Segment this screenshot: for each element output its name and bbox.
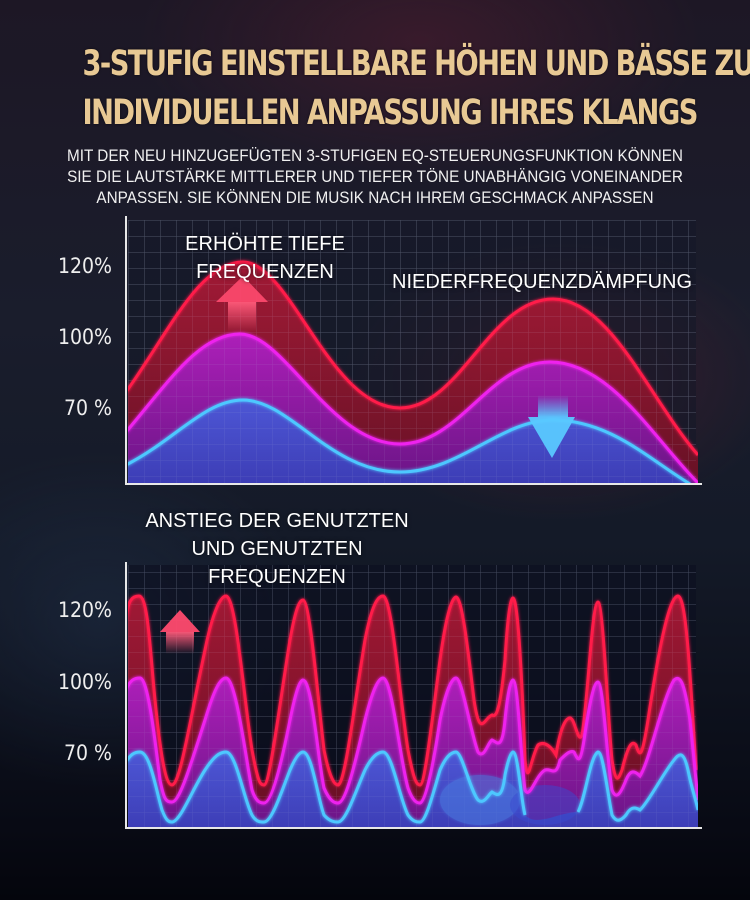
boost-line-1: ERHÖHTE TIEFE — [185, 233, 345, 255]
arrow-up-icon-chart2 — [160, 610, 200, 654]
chart2-ytick-120: 120% — [57, 598, 112, 622]
chart2-annotation: ANSTIEG DER GENUTZTEN UND GENUTZTEN FREQ… — [117, 507, 437, 591]
chart1-ytick-120: 120% — [57, 254, 112, 278]
chart2-red-line — [128, 594, 698, 787]
chart2-ytick-70: 70 % — [63, 741, 112, 765]
chart2-ytick-100: 100% — [57, 670, 112, 694]
page-title: 3-STUFIG EINSTELLBARE HÖHEN UND BÄSSE ZU… — [82, 40, 750, 138]
chart1-ytick-70: 70 % — [63, 396, 112, 420]
chart1-ytick-100: 100% — [57, 325, 112, 349]
description-line-1: MIT DER NEU HINZUGEFÜGTEN 3-STUFIGEN EQ-… — [66, 146, 683, 165]
boost-line-2: FREQUENZEN — [196, 261, 334, 283]
description-line-2: SIE DIE LAUTSTÄRKE MITTLERER UND TIEFER … — [67, 167, 683, 186]
chart1-magenta-line — [128, 332, 698, 484]
chart1-blue-line — [128, 398, 691, 484]
chart1-boost-annotation: ERHÖHTE TIEFE FREQUENZEN — [150, 230, 380, 286]
chart2-blue-line — [128, 750, 698, 824]
chart2-magenta-line — [128, 676, 698, 805]
title-line-1: 3-STUFIG EINSTELLBARE HÖHEN UND BÄSSE ZU… — [82, 44, 750, 84]
chart1-cut-annotation: NIEDERFREQUENZDÄMPFUNG — [392, 271, 693, 293]
annot2-line-1: ANSTIEG DER GENUTZTEN — [145, 510, 409, 532]
description-line-3: ANPASSEN. SIE KÖNNEN DIE MUSIK NACH IHRE… — [96, 188, 654, 207]
annot2-line-2: UND GENUTZTEN — [191, 538, 363, 560]
description: MIT DER NEU HINZUGEFÜGTEN 3-STUFIGEN EQ-… — [38, 145, 713, 208]
arrow-down-icon — [528, 395, 575, 458]
title-line-2: INDIVIDUELLEN ANPASSUNG IHRES KLANGS — [82, 93, 699, 133]
annot2-line-3: FREQUENZEN — [208, 566, 346, 588]
arrow-up-icon — [216, 276, 268, 332]
chart1-red-line — [128, 260, 698, 456]
